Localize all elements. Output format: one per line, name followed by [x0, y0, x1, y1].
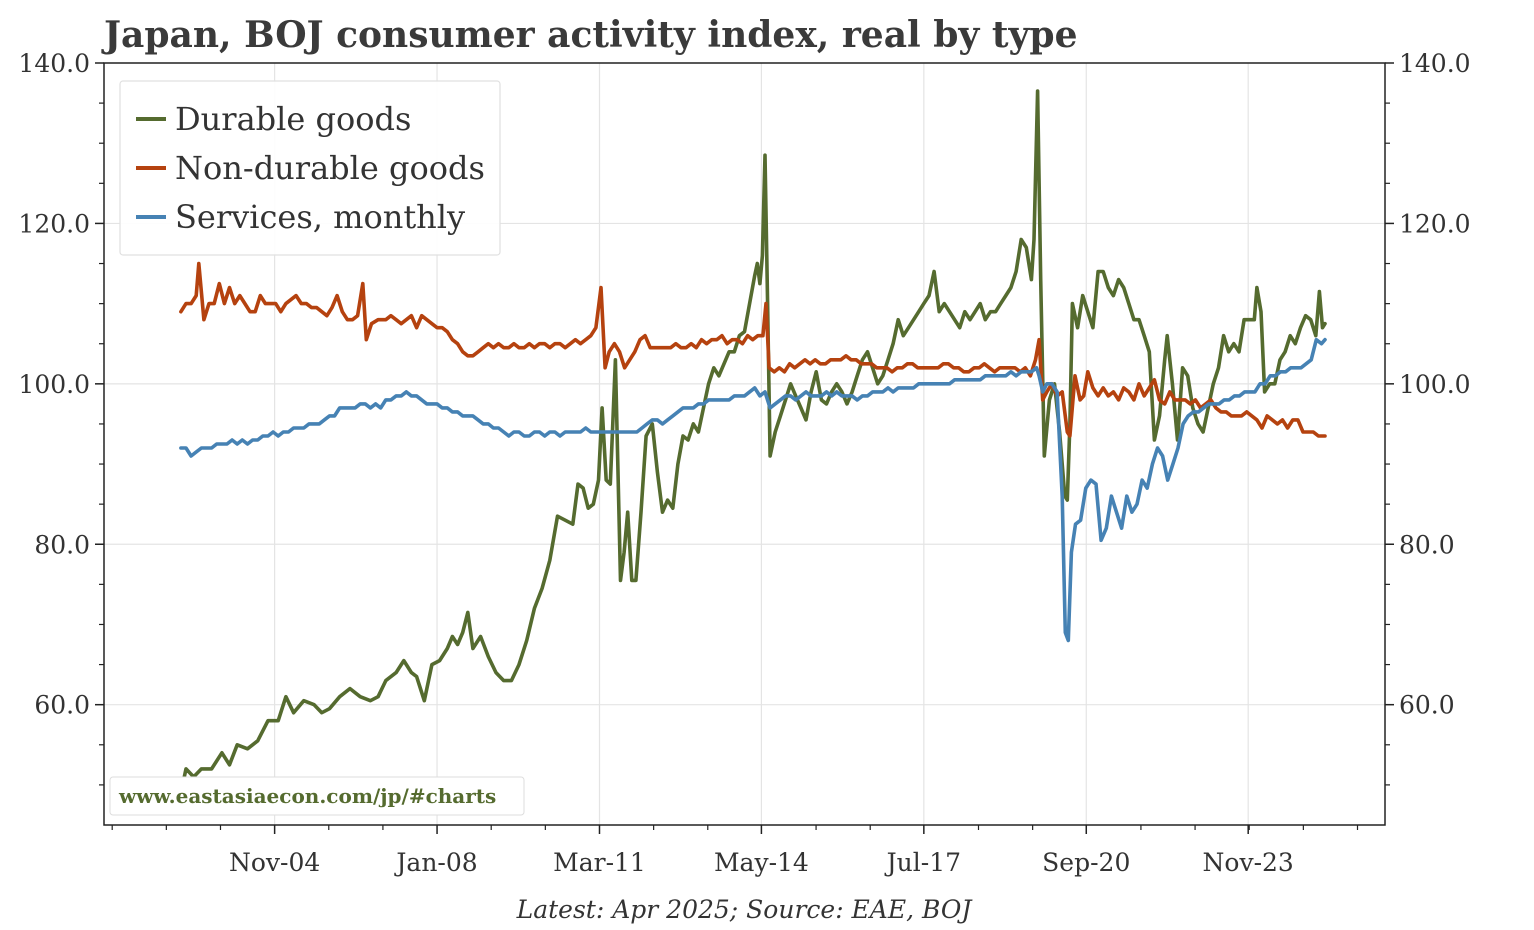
series-line-non-durable-goods	[179, 261, 1327, 438]
watermark-text[interactable]: www.eastasiaecon.com/jp/#charts	[118, 784, 496, 808]
legend-box	[119, 80, 501, 256]
y-tick-label-right: 140.0	[1399, 49, 1471, 78]
y-tick-label-left: 100.0	[18, 370, 90, 399]
x-tick-label: Jul-17	[884, 848, 961, 877]
y-tick-label-left: 120.0	[18, 209, 90, 238]
chart-title: Japan, BOJ consumer activity index, real…	[101, 14, 1078, 56]
axes: 60.0 60.0 80.0 80.0 100.0 100.0 120.0 120.0 140.…	[18, 49, 1470, 877]
legend-label: Services, monthly	[175, 198, 465, 236]
series-layer	[179, 89, 1327, 795]
series-line-durable-goods	[179, 89, 1327, 795]
legend: Durable goods Non-durable goods Services, …	[119, 80, 501, 256]
legend-label: Non-durable goods	[175, 149, 485, 187]
legend-label: Durable goods	[175, 100, 411, 138]
y-tick-label-right: 100.0	[1399, 370, 1471, 399]
y-tick-label-right: 80.0	[1399, 530, 1455, 559]
x-tick-label: Nov-23	[1203, 848, 1294, 877]
x-tick-label: May-14	[714, 848, 809, 877]
y-tick-label-left: 60.0	[34, 691, 90, 720]
y-tick-label-left: 80.0	[34, 530, 90, 559]
watermark-background	[109, 776, 525, 816]
x-tick-label: Nov-04	[229, 848, 320, 877]
y-tick-label-right: 60.0	[1399, 691, 1455, 720]
chart-caption: Latest: Apr 2025; Source: EAE, BOJ	[516, 895, 974, 924]
watermark[interactable]: www.eastasiaecon.com/jp/#charts	[109, 776, 525, 816]
series-line-services-monthly	[179, 337, 1327, 643]
x-tick-label: Sep-20	[1042, 848, 1130, 877]
y-tick-label-left: 140.0	[18, 49, 90, 78]
plot-frame	[103, 62, 1386, 826]
y-tick-label-right: 120.0	[1399, 209, 1471, 238]
x-tick-label: Mar-11	[553, 848, 646, 877]
x-tick-label: Jan-08	[393, 848, 477, 877]
